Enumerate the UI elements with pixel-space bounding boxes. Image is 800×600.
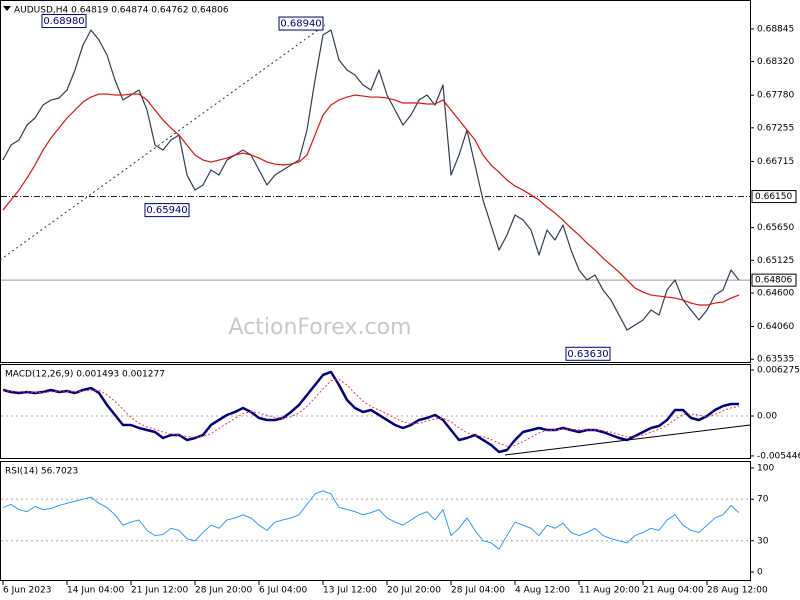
annotation-box: [144, 203, 190, 218]
x-tick-label: 28 Aug 12:00: [707, 586, 768, 596]
y-tick-label: -0.005446: [757, 451, 800, 461]
annotation-label: 0.68980: [43, 16, 84, 27]
x-tick-label: 4 Aug 12:00: [515, 586, 570, 596]
y-tick-label: 30: [757, 536, 769, 546]
watermark: ActionForex.com: [229, 315, 412, 340]
annotation-box: [41, 14, 87, 29]
y-tick-label: 0.00: [757, 411, 777, 421]
macd-panel: [0, 364, 751, 459]
series-line: [2, 29, 740, 331]
annotation-box: [278, 16, 324, 31]
x-tick-label: 13 Jul 12:00: [323, 586, 377, 596]
x-tick-label: 6 Jul 04:00: [259, 586, 308, 596]
level-label: 0.66150: [755, 192, 792, 202]
y-tick-label: 0.63535: [757, 355, 794, 365]
y-tick-label: 0.66715: [757, 157, 794, 167]
y-tick-label: 0.67255: [757, 123, 794, 133]
y-tick-label: 0.65650: [757, 223, 794, 233]
annotation-label: 0.63630: [567, 349, 608, 360]
x-tick-label: 14 Jun 04:00: [67, 586, 124, 596]
x-tick-label: 11 Aug 20:00: [579, 586, 640, 596]
x-tick-label: 21 Jun 12:00: [131, 586, 188, 596]
panel-title: RSI(14) 56.7023: [5, 467, 78, 477]
x-tick-label: 6 Jun 2023: [3, 586, 51, 596]
y-tick-label: 0.68845: [757, 24, 794, 34]
series-line: [2, 370, 739, 454]
y-tick-label: 100: [757, 463, 774, 473]
level-label-box: [751, 273, 797, 287]
annotation-label: 0.65940: [146, 205, 187, 216]
x-tick-label: 28 Jun 20:00: [195, 586, 252, 596]
y-tick-label: 70: [757, 495, 769, 505]
y-tick-label: 0.006275: [757, 365, 800, 375]
y-tick-label: 0.64060: [757, 322, 794, 332]
annotation-box: [565, 346, 611, 361]
y-tick-label: 0.67780: [757, 91, 794, 101]
annotation-label: 0.68940: [280, 19, 321, 30]
trend-line: [0, 24, 326, 261]
y-tick-label: 0.65125: [757, 256, 794, 266]
level-label-box: [751, 190, 797, 204]
title-icon: [3, 6, 11, 11]
series-line: [2, 93, 740, 306]
rsi-panel: [0, 461, 751, 581]
x-tick-label: 28 Jul 04:00: [451, 586, 505, 596]
panel-title: MACD(12,26,9) 0.001493 0.001277: [5, 370, 165, 380]
y-tick-label: 0: [757, 567, 763, 577]
series-line: [2, 490, 740, 550]
panel-title: AUDUSD,H4 0.64819 0.64874 0.64762 0.6480…: [14, 6, 229, 16]
price-panel: [0, 0, 751, 363]
y-tick-label: 0.64600: [757, 288, 794, 298]
level-label: 0.64806: [755, 276, 792, 286]
x-tick-label: 21 Aug 04:00: [643, 586, 704, 596]
y-tick-label: 0.68320: [757, 57, 794, 67]
x-tick-label: 20 Jul 20:00: [387, 586, 441, 596]
